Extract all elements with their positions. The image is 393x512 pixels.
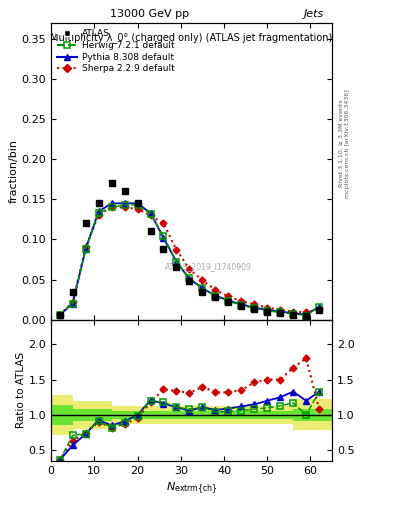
Pythia 8.308 default (200, 285, 205, 291)
Herwig 7.2.1 default (252, 305, 257, 311)
ATLAS (226, 299, 231, 305)
Sherpa 2.2.9 default (317, 306, 321, 312)
Pythia 8.308 default (96, 208, 101, 215)
Sherpa 2.2.9 default (148, 212, 153, 219)
Sherpa 2.2.9 default (174, 247, 179, 253)
Pythia 8.308 default (161, 235, 166, 241)
Pythia 8.308 default (135, 200, 140, 206)
Sherpa 2.2.9 default (187, 266, 192, 272)
Herwig 7.2.1 default (317, 304, 321, 310)
Pythia 8.308 default (70, 301, 75, 307)
Sherpa 2.2.9 default (200, 277, 205, 283)
Herwig 7.2.1 default (109, 204, 114, 210)
Herwig 7.2.1 default (148, 211, 153, 217)
Pythia 8.308 default (148, 210, 153, 216)
ATLAS (291, 312, 296, 318)
Herwig 7.2.1 default (83, 246, 88, 252)
Pythia 8.308 default (252, 305, 257, 311)
Pythia 8.308 default (122, 200, 127, 206)
ATLAS (317, 307, 321, 313)
Line: Pythia 8.308 default: Pythia 8.308 default (57, 200, 322, 318)
Herwig 7.2.1 default (278, 309, 283, 315)
Sherpa 2.2.9 default (239, 298, 244, 304)
ATLAS (57, 312, 62, 318)
ATLAS (304, 312, 309, 318)
ATLAS (187, 278, 192, 284)
Herwig 7.2.1 default (70, 301, 75, 307)
Pythia 8.308 default (109, 200, 114, 206)
Pythia 8.308 default (57, 312, 62, 318)
Pythia 8.308 default (187, 275, 192, 282)
Sherpa 2.2.9 default (83, 244, 88, 250)
Herwig 7.2.1 default (226, 298, 231, 304)
Sherpa 2.2.9 default (109, 204, 114, 210)
ATLAS (265, 309, 270, 315)
Pythia 8.308 default (278, 309, 283, 315)
Herwig 7.2.1 default (135, 202, 140, 208)
Sherpa 2.2.9 default (122, 204, 127, 210)
Pythia 8.308 default (291, 310, 296, 316)
ATLAS (70, 288, 75, 294)
ATLAS (83, 220, 88, 226)
Pythia 8.308 default (239, 301, 244, 307)
Y-axis label: fraction/bin: fraction/bin (9, 139, 19, 203)
Text: Jets: Jets (303, 9, 324, 18)
Legend: ATLAS, Herwig 7.2.1 default, Pythia 8.308 default, Sherpa 2.2.9 default: ATLAS, Herwig 7.2.1 default, Pythia 8.30… (54, 26, 178, 77)
Pythia 8.308 default (83, 246, 88, 252)
ATLAS (135, 200, 140, 206)
Herwig 7.2.1 default (239, 302, 244, 308)
Text: ATLAS_2019_I1740909: ATLAS_2019_I1740909 (165, 262, 252, 271)
Text: mcplots.cern.ch [arXiv:1306.3436]: mcplots.cern.ch [arXiv:1306.3436] (345, 89, 350, 198)
ATLAS (161, 246, 166, 252)
Sherpa 2.2.9 default (226, 293, 231, 300)
ATLAS (213, 294, 218, 300)
Sherpa 2.2.9 default (96, 211, 101, 218)
ATLAS (122, 188, 127, 195)
Sherpa 2.2.9 default (304, 309, 309, 315)
Herwig 7.2.1 default (161, 233, 166, 239)
Y-axis label: Ratio to ATLAS: Ratio to ATLAS (16, 352, 26, 428)
Text: Multiplicity λ_0° (charged only) (ATLAS jet fragmentation): Multiplicity λ_0° (charged only) (ATLAS … (50, 32, 333, 43)
Herwig 7.2.1 default (304, 312, 309, 318)
Sherpa 2.2.9 default (161, 220, 166, 226)
ATLAS (278, 310, 283, 316)
ATLAS (148, 228, 153, 234)
ATLAS (96, 200, 101, 206)
Pythia 8.308 default (317, 304, 321, 310)
ATLAS (252, 306, 257, 312)
Herwig 7.2.1 default (174, 259, 179, 265)
Herwig 7.2.1 default (200, 285, 205, 291)
ATLAS (109, 180, 114, 186)
ATLAS (200, 288, 205, 294)
Sherpa 2.2.9 default (278, 307, 283, 313)
Text: 13000 GeV pp: 13000 GeV pp (110, 9, 189, 18)
Pythia 8.308 default (226, 297, 231, 304)
X-axis label: $N_{\rm{extrm\{ch\}}}$: $N_{\rm{extrm\{ch\}}}$ (166, 481, 217, 497)
ATLAS (239, 303, 244, 309)
Sherpa 2.2.9 default (57, 312, 62, 318)
Pythia 8.308 default (213, 292, 218, 298)
Herwig 7.2.1 default (213, 293, 218, 300)
Herwig 7.2.1 default (291, 311, 296, 317)
Herwig 7.2.1 default (122, 202, 127, 208)
Sherpa 2.2.9 default (265, 305, 270, 311)
ATLAS (174, 264, 179, 270)
Pythia 8.308 default (304, 312, 309, 318)
Sherpa 2.2.9 default (291, 309, 296, 315)
Pythia 8.308 default (174, 259, 179, 265)
Sherpa 2.2.9 default (70, 299, 75, 305)
Line: Herwig 7.2.1 default: Herwig 7.2.1 default (57, 202, 322, 318)
Sherpa 2.2.9 default (135, 206, 140, 212)
Pythia 8.308 default (265, 307, 270, 313)
Text: Rivet 3.1.10, ≥ 3.3M events: Rivet 3.1.10, ≥ 3.3M events (339, 99, 344, 187)
Sherpa 2.2.9 default (213, 287, 218, 293)
Herwig 7.2.1 default (187, 275, 192, 281)
Herwig 7.2.1 default (57, 312, 62, 318)
Herwig 7.2.1 default (265, 308, 270, 314)
Line: ATLAS: ATLAS (57, 180, 322, 318)
Line: Sherpa 2.2.9 default: Sherpa 2.2.9 default (57, 205, 321, 317)
Herwig 7.2.1 default (96, 210, 101, 216)
Sherpa 2.2.9 default (252, 301, 257, 307)
